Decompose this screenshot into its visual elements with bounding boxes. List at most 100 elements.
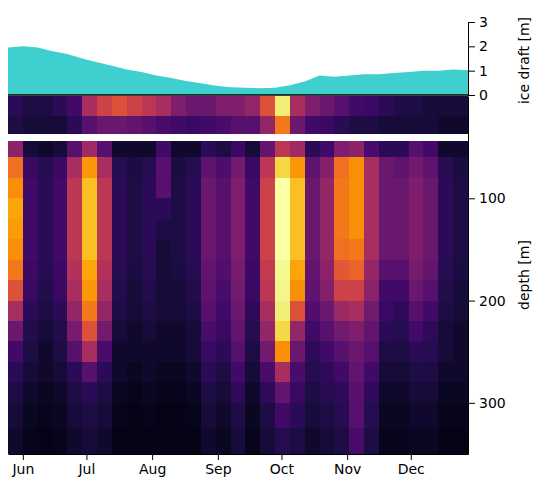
heatmap-cell	[423, 157, 438, 178]
heatmap-cell	[334, 219, 349, 240]
heatmap-plot	[8, 96, 468, 454]
heatmap-cell	[334, 362, 349, 383]
heatmap-cell	[379, 428, 394, 454]
heatmap-cell	[349, 198, 364, 219]
heatmap-cell	[394, 178, 409, 199]
heatmap-cell	[305, 219, 320, 240]
heatmap-cell	[156, 403, 171, 429]
heatmap-cell	[453, 341, 468, 362]
heatmap-cell	[97, 116, 112, 134]
heatmap-cell	[394, 341, 409, 362]
heatmap-cell	[23, 280, 38, 301]
heatmap-cell	[245, 341, 260, 362]
axis-line	[9, 454, 469, 455]
heatmap-cell	[231, 362, 246, 383]
depth-axis: 100200300	[468, 97, 506, 455]
heatmap-cell	[231, 198, 246, 219]
heatmap-cell	[438, 116, 453, 134]
heatmap-cell	[53, 341, 68, 362]
heatmap-cell	[260, 141, 275, 158]
heatmap-cell	[290, 116, 305, 134]
heatmap-cell	[245, 96, 260, 117]
heatmap-cell	[186, 96, 201, 117]
heatmap-cell	[305, 157, 320, 178]
tick-label: Dec	[398, 461, 425, 477]
heatmap-cell	[409, 382, 424, 403]
heatmap-cell	[201, 178, 216, 199]
heatmap-cell	[320, 157, 335, 178]
heatmap-cell	[438, 321, 453, 342]
heatmap-cell	[245, 382, 260, 403]
heatmap-cell	[127, 239, 142, 260]
heatmap-cell	[67, 219, 82, 240]
heatmap-cell	[320, 141, 335, 158]
tick: Aug	[139, 454, 166, 477]
heatmap-cell	[38, 178, 53, 199]
heatmap-cell	[142, 382, 157, 403]
heatmap-cell	[320, 321, 335, 342]
heatmap-cell	[438, 403, 453, 429]
heatmap-cell	[112, 428, 127, 454]
tick-mark	[468, 46, 475, 47]
heatmap-cell	[112, 141, 127, 158]
heatmap-cell	[245, 157, 260, 178]
heatmap-cell	[156, 341, 171, 362]
heatmap-cell	[320, 362, 335, 383]
heatmap-cell	[349, 382, 364, 403]
heatmap-cell	[394, 382, 409, 403]
heatmap-cell	[216, 141, 231, 158]
heatmap-cell	[23, 239, 38, 260]
tick: Jul	[77, 454, 95, 477]
tick-label: Jul	[77, 461, 95, 477]
tick: 0	[468, 87, 488, 103]
heatmap-cell	[275, 96, 290, 117]
heatmap-cell	[290, 428, 305, 454]
heatmap-cell	[67, 301, 82, 322]
heatmap-cell	[38, 260, 53, 281]
heatmap-cell	[349, 428, 364, 454]
heatmap-cell	[394, 141, 409, 158]
heatmap-cell	[186, 403, 201, 429]
tick-label: 100	[479, 190, 506, 206]
heatmap-cell	[23, 116, 38, 134]
heatmap-cell	[423, 219, 438, 240]
heatmap-cell	[379, 219, 394, 240]
heatmap-cell	[23, 260, 38, 281]
heatmap-cell	[409, 157, 424, 178]
heatmap-cell	[23, 219, 38, 240]
heatmap-cell	[127, 198, 142, 219]
heatmap-cell	[53, 96, 68, 117]
axis-line	[468, 97, 469, 455]
heatmap-cell	[8, 141, 23, 158]
heatmap-cell	[82, 280, 97, 301]
heatmap-cell	[82, 382, 97, 403]
heatmap-cell	[231, 428, 246, 454]
heatmap-cell	[156, 198, 171, 219]
heatmap-cell	[127, 157, 142, 178]
heatmap-cell	[453, 198, 468, 219]
heatmap-cell	[171, 239, 186, 260]
heatmap-cell	[142, 96, 157, 117]
heatmap-cell	[379, 403, 394, 429]
heatmap-cell	[186, 341, 201, 362]
tick: 300	[468, 395, 506, 411]
heatmap-cell	[275, 178, 290, 199]
heatmap-cell	[334, 260, 349, 281]
heatmap-cell	[82, 260, 97, 281]
tick: Nov	[334, 454, 361, 477]
heatmap-cell	[53, 260, 68, 281]
heatmap-cell	[82, 321, 97, 342]
heatmap-cell	[112, 178, 127, 199]
heatmap-cell	[216, 219, 231, 240]
heatmap-cell	[156, 141, 171, 158]
heatmap-cell	[394, 239, 409, 260]
heatmap-cell	[290, 198, 305, 219]
heatmap-cell	[201, 341, 216, 362]
heatmap-cell	[82, 239, 97, 260]
heatmap-cell	[453, 301, 468, 322]
heatmap-cell	[142, 198, 157, 219]
heatmap-cell	[53, 403, 68, 429]
heatmap-cell	[231, 178, 246, 199]
heatmap-cell	[112, 198, 127, 219]
heatmap-cell	[38, 382, 53, 403]
